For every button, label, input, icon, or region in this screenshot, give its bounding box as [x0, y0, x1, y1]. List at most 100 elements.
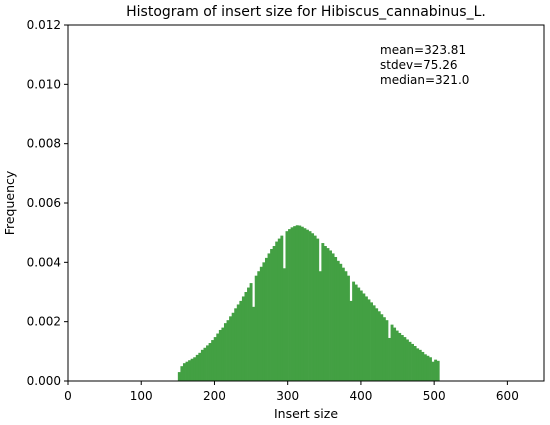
histogram-bar: [208, 343, 212, 381]
histogram-bar: [236, 304, 240, 381]
y-tick-label: 0.010: [27, 77, 61, 91]
histogram-bar: [203, 347, 207, 381]
histogram-bar: [364, 296, 368, 381]
histogram-bar: [326, 248, 330, 381]
x-axis: 0 100 200 300 400 500 600: [64, 381, 519, 403]
histogram-bar: [247, 287, 250, 381]
histogram-bar: [413, 345, 417, 381]
histogram-bar: [331, 253, 335, 381]
histogram-bar: [270, 248, 274, 381]
histogram-bar: [231, 312, 235, 381]
histogram-bar: [323, 246, 327, 381]
histogram-bar: [303, 228, 307, 381]
histogram-bar: [293, 226, 297, 381]
histogram-bar: [352, 281, 356, 381]
histogram-bar: [357, 287, 361, 381]
histogram-bar: [385, 320, 389, 381]
histogram-bar: [262, 262, 266, 381]
x-tick-label: 200: [203, 389, 226, 403]
histogram-bar: [375, 308, 379, 381]
histogram-bar: [408, 341, 412, 381]
x-tick-label: 600: [496, 389, 519, 403]
histogram-bar: [218, 329, 222, 381]
histogram-bar: [377, 311, 381, 381]
histogram-bar: [418, 349, 422, 381]
x-tick-label: 0: [64, 389, 72, 403]
histogram-bar: [185, 361, 189, 381]
histogram-bar: [177, 372, 181, 381]
mean-stat: mean=323.81: [380, 43, 466, 57]
histogram-bar: [223, 323, 227, 381]
x-tick-label: 100: [130, 389, 153, 403]
y-tick-label: 0.006: [27, 196, 61, 210]
histogram-bar: [398, 332, 402, 381]
histogram-bar: [288, 229, 291, 381]
histogram-bar: [226, 320, 230, 381]
histogram-bar: [244, 292, 248, 381]
histogram-bar: [211, 340, 215, 381]
x-axis-title: Insert size: [274, 406, 338, 421]
histogram-bar: [277, 238, 281, 381]
histogram-bar: [216, 333, 220, 381]
histogram-bar: [229, 316, 233, 381]
histogram-bar: [434, 359, 438, 381]
stdev-stat: stdev=75.26: [380, 58, 457, 72]
histogram-bar: [182, 363, 186, 381]
histogram-bar: [403, 337, 407, 381]
histogram-bar: [339, 263, 343, 381]
y-tick-label: 0.000: [27, 374, 61, 388]
histogram-bar: [193, 357, 197, 381]
histogram-bar: [282, 268, 286, 381]
histogram-bar: [241, 296, 245, 381]
histogram-bar: [354, 284, 358, 381]
histogram-bar: [264, 257, 268, 381]
histogram-bar: [249, 283, 253, 381]
histogram-bar: [388, 337, 391, 381]
histogram-bar: [257, 271, 261, 381]
histogram-bar: [198, 352, 202, 381]
histogram-bar: [290, 227, 294, 381]
histogram-bar: [431, 361, 435, 381]
histogram-bar: [190, 358, 194, 381]
histogram-bar: [254, 275, 258, 381]
histogram-bar: [341, 267, 345, 381]
y-axis: 0.000 0.002 0.004 0.006 0.008 0.010 0.012: [27, 18, 68, 388]
stats-annotation: mean=323.81 stdev=75.26 median=321.0: [380, 43, 469, 87]
histogram-bar: [370, 302, 373, 381]
histogram-bar: [349, 300, 353, 381]
histogram-bar: [436, 360, 440, 381]
histogram-bar: [195, 354, 199, 381]
histogram-bar: [313, 235, 317, 381]
histogram-bar: [347, 275, 350, 381]
histogram-bar: [267, 253, 271, 381]
histogram-bar: [311, 233, 315, 381]
histogram-bar: [316, 238, 320, 381]
histogram-bar: [393, 327, 397, 381]
histogram-bar: [298, 225, 302, 381]
histogram-bar: [329, 250, 332, 381]
histogram-bar: [300, 226, 304, 381]
histogram-bar: [421, 351, 425, 381]
histogram-bar: [234, 308, 238, 381]
histogram-bar: [275, 241, 279, 381]
y-tick-label: 0.012: [27, 18, 61, 32]
histogram-bar: [359, 290, 363, 381]
histogram-bar: [372, 305, 376, 381]
histogram-bar: [336, 260, 340, 381]
y-tick-label: 0.008: [27, 137, 61, 151]
histogram-bar: [285, 231, 289, 381]
histogram-bar: [252, 306, 256, 381]
median-stat: median=321.0: [380, 73, 469, 87]
histogram-bar: [423, 354, 427, 381]
histogram-bar: [180, 366, 184, 381]
histogram-bar: [206, 345, 209, 381]
histogram-bar: [344, 271, 348, 381]
histogram-bar: [239, 300, 243, 381]
chart-title: Histogram of insert size for Hibiscus_ca…: [126, 4, 486, 20]
histogram-bar: [367, 299, 371, 381]
histogram-bar: [221, 327, 225, 381]
histogram-bar: [429, 357, 432, 381]
x-tick-label: 400: [349, 389, 372, 403]
histogram-bar: [405, 339, 409, 381]
histogram-bar: [318, 271, 322, 381]
